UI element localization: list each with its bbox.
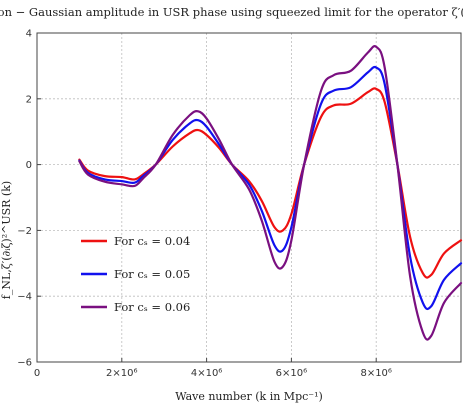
y-tick-label: 4 <box>26 29 32 40</box>
legend-label-3: For cₛ = 0.06 <box>114 300 190 314</box>
plot-frame <box>36 32 462 363</box>
chart-title: Non − Gaussian amplitude in USR phase us… <box>0 5 463 19</box>
x-tick-label: 2×10⁶ <box>106 368 137 379</box>
x-tick-label: 8×10⁶ <box>360 368 391 379</box>
legend: For cₛ = 0.04 For cₛ = 0.05 For cₛ = 0.06 <box>81 234 190 314</box>
y-tick-label: 2 <box>26 94 32 105</box>
y-axis-label: f_NL,ζ′(∂ᵢζ)²^USR (k) <box>0 181 13 299</box>
y-tick-label: 0 <box>26 160 32 171</box>
grid <box>37 33 461 362</box>
y-tick-label: −2 <box>17 226 32 237</box>
x-axis-label: Wave number (k in Mpc⁻¹) <box>175 390 323 403</box>
axis-ticks: 0 2×10⁶ 4×10⁶ 6×10⁶ 8×10⁶ −6 −4 −2 0 2 4 <box>17 29 392 380</box>
legend-label-1: For cₛ = 0.04 <box>114 234 190 248</box>
y-tick-label: −4 <box>17 292 32 303</box>
legend-label-2: For cₛ = 0.05 <box>114 267 190 281</box>
x-tick-label: 4×10⁶ <box>191 368 222 379</box>
y-tick-label: −6 <box>17 358 32 369</box>
series-group <box>78 45 463 341</box>
x-tick-label: 6×10⁶ <box>276 368 307 379</box>
series-line-3 <box>78 45 463 341</box>
x-tick-label: 0 <box>34 368 40 379</box>
